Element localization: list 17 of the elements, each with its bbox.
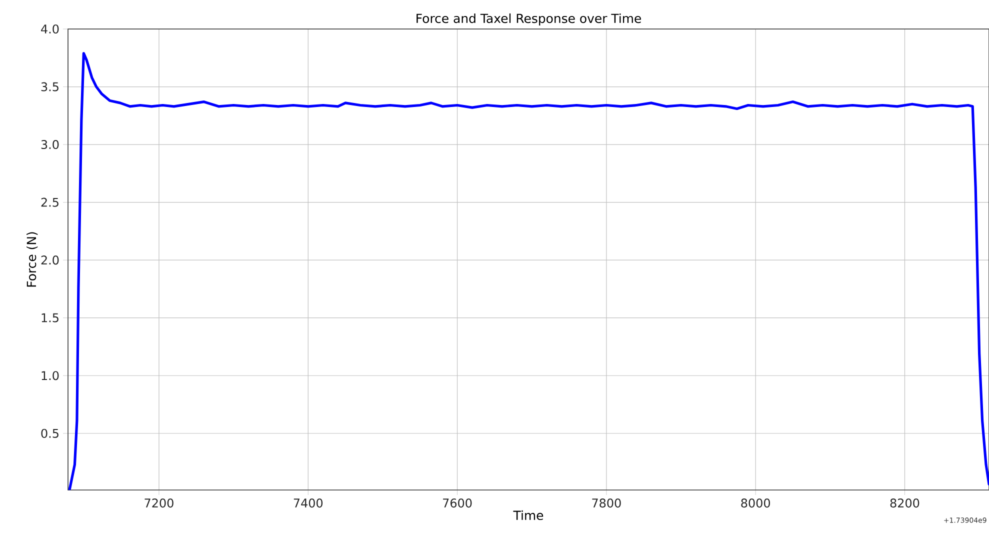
y-tick-label: 0.5 <box>41 428 58 438</box>
y-tick-label: 4.0 <box>41 24 59 34</box>
y-tick-label: 1.5 <box>42 313 58 322</box>
x-tick-label: 8000 <box>741 498 770 508</box>
y-tick-label: 3.5 <box>41 82 58 92</box>
x-tick-label: 7200 <box>144 498 174 508</box>
x-tick-label: 8200 <box>890 498 920 508</box>
x-tick-label: 7600 <box>443 498 472 508</box>
x-tick-label: 7400 <box>294 498 323 508</box>
chart-title: Force and Taxel Response over Time <box>416 13 641 26</box>
x-axis-title: Time <box>513 510 544 520</box>
x-tick-label: 7800 <box>592 498 621 508</box>
y-axis-title: Force (N) <box>26 232 38 287</box>
y-tick-label: 1.0 <box>42 371 59 380</box>
y-tick-label: 3.0 <box>41 140 59 150</box>
y-tick-label: 2.5 <box>41 198 58 207</box>
y-tick-label: 2.0 <box>41 256 59 265</box>
